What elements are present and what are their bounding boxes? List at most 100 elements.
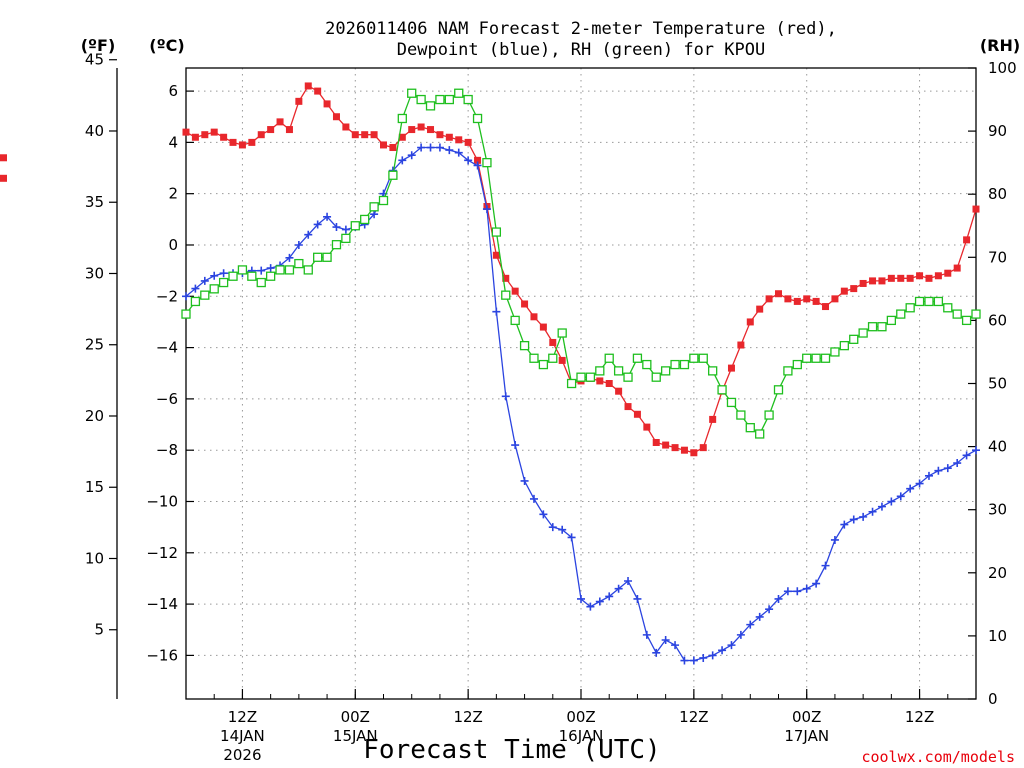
relative-humidity-point: [548, 353, 558, 363]
relative-humidity-point: [660, 366, 671, 376]
dewpoint-point: [257, 266, 266, 275]
rh-tick-label: 90: [988, 122, 1007, 140]
2-meter-temperature-point: [737, 341, 745, 349]
relative-humidity-point: [698, 353, 708, 363]
series: [0, 82, 981, 665]
relative-humidity-point: [783, 366, 793, 376]
2-meter-temperature-point: [953, 264, 961, 272]
relative-humidity-point: [435, 94, 445, 105]
dewpoint-point: [859, 512, 868, 521]
relative-humidity-point: [275, 265, 285, 275]
dewpoint-point: [661, 636, 670, 645]
x-tick-label-time: 12Z: [679, 708, 708, 726]
dewpoint-point: [812, 579, 821, 588]
2-meter-temperature-point: [295, 97, 303, 105]
celsius-tick-label: −8: [156, 441, 178, 459]
2-meter-temperature-point: [427, 126, 435, 134]
celsius-tick-label: −6: [156, 390, 178, 408]
relative-humidity-point: [557, 328, 567, 338]
relative-humidity-point: [745, 423, 755, 433]
2-meter-temperature-point: [680, 446, 688, 454]
dewpoint-point: [953, 459, 962, 468]
2-meter-temperature-point: [869, 277, 877, 285]
dewpoint-point: [887, 497, 896, 506]
relative-humidity-point: [303, 265, 313, 275]
dewpoint-point: [924, 471, 933, 480]
dewpoint-point: [840, 520, 849, 529]
relative-humidity-point: [416, 94, 426, 105]
relative-humidity-point: [726, 397, 737, 408]
relative-humidity-point: [943, 303, 953, 313]
2-meter-temperature-point: [784, 295, 792, 303]
relative-humidity-point: [284, 265, 295, 275]
2-meter-temperature-point: [765, 295, 773, 303]
relative-humidity-point: [519, 340, 530, 351]
dewpoint-point: [943, 464, 952, 473]
dewpoint-point: [511, 441, 520, 450]
fahrenheit-tick-label: 10: [85, 549, 104, 567]
2-meter-temperature-point: [699, 444, 707, 452]
credit-text: coolwx.com/models: [861, 748, 1015, 766]
relative-humidity-point: [896, 309, 906, 319]
relative-humidity-point: [867, 322, 878, 332]
relative-humidity-point: [218, 277, 229, 288]
dewpoint-point: [200, 276, 209, 285]
relative-humidity-point: [482, 157, 492, 168]
fahrenheit-tick-label: 5: [94, 621, 104, 639]
dewpoint-point: [821, 561, 830, 570]
dewpoint-point: [699, 653, 708, 662]
dewpoint-point: [435, 143, 444, 152]
x-tick-label-time: 12Z: [905, 708, 934, 726]
dewpoint-point: [934, 466, 943, 475]
dewpoint-point: [398, 156, 407, 165]
2-meter-temperature-point: [417, 123, 425, 131]
fahrenheit-tick-label: 35: [85, 193, 104, 211]
2-meter-temperature-point: [267, 126, 275, 134]
relative-humidity-point: [566, 378, 577, 389]
relative-humidity-point: [585, 372, 596, 382]
2-meter-temperature-point: [191, 133, 199, 141]
relative-humidity-point: [830, 347, 840, 357]
fahrenheit-tick-label: 25: [85, 336, 104, 354]
2-meter-temperature-point: [248, 138, 256, 146]
celsius-tick-label: −10: [146, 492, 178, 510]
2-meter-temperature-point: [887, 274, 895, 282]
2-meter-temperature-point: [0, 154, 7, 162]
dewpoint-point: [492, 307, 501, 316]
2-meter-temperature-point: [944, 269, 952, 277]
relative-humidity-point: [886, 315, 897, 326]
2-meter-temperature-point: [351, 131, 359, 139]
x-tick-label-time: 00Z: [341, 708, 370, 726]
2-meter-temperature-point: [878, 277, 886, 285]
relative-humidity-point: [388, 170, 398, 180]
relative-humidity-point: [501, 290, 511, 300]
relative-humidity-point: [538, 359, 549, 370]
fahrenheit-tick-label: 30: [85, 264, 104, 282]
rh-tick-label: 40: [988, 438, 1007, 456]
dewpoint-point: [605, 592, 614, 601]
relative-humidity-point: [322, 252, 332, 262]
chart-title-line1: 2026011406 NAM Forecast 2-meter Temperat…: [325, 19, 837, 39]
dewpoint-point: [445, 146, 454, 155]
2-meter-temperature-point: [502, 274, 510, 282]
relative-humidity-point: [397, 113, 407, 124]
relative-humidity-point: [209, 284, 219, 294]
dewpoint-point: [558, 525, 567, 534]
2-meter-temperature-point: [822, 303, 830, 311]
2-meter-temperature-point: [605, 380, 613, 387]
2-meter-temperature-point: [549, 338, 557, 346]
dewpoint-point: [567, 533, 576, 542]
relative-humidity-point: [472, 113, 483, 124]
relative-humidity-point: [708, 366, 718, 376]
relative-humidity-point: [313, 252, 323, 262]
2-meter-temperature-point: [398, 133, 406, 141]
x-tick-label-time: 00Z: [792, 708, 821, 726]
dewpoint-point: [577, 594, 585, 603]
dewpoint-point: [972, 446, 980, 455]
rh-tick-label: 20: [988, 564, 1007, 582]
2-meter-temperature-point: [840, 287, 848, 295]
dewpoint-point: [849, 515, 858, 524]
relative-humidity-point: [341, 233, 351, 244]
2-meter-temperature-point: [455, 136, 463, 144]
2-meter-temperature-point: [709, 415, 717, 423]
